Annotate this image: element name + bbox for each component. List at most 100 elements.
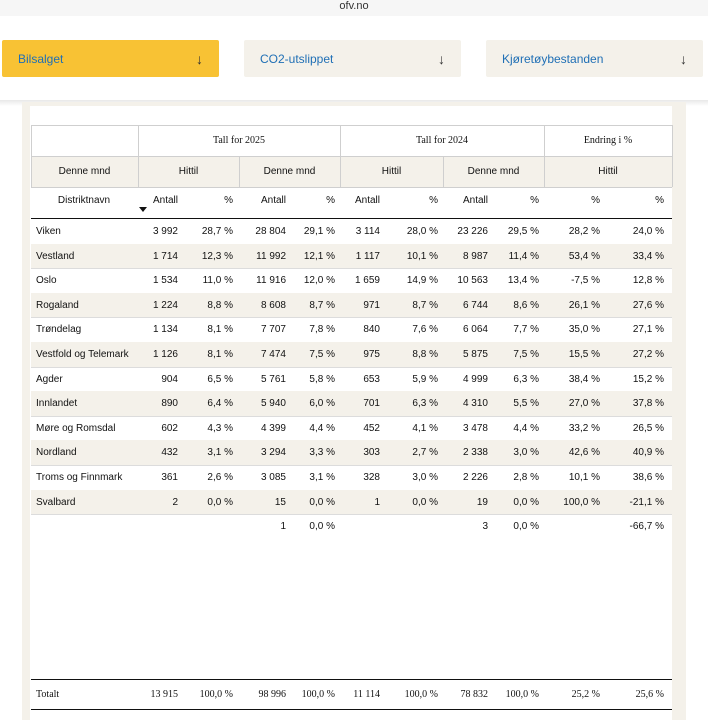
table-cell: 42,6 % (568, 447, 600, 459)
total-cell: 100,0 % (199, 689, 233, 700)
table-cell: 4 399 (260, 422, 286, 434)
browser-url-bar[interactable]: ofv.no (0, 0, 708, 16)
tab-label: Kjøretøybestanden (502, 51, 604, 66)
table-cell: 5 875 (462, 349, 488, 360)
table-cell: 1 (280, 521, 286, 533)
table-cell: 361 (161, 472, 178, 483)
column-header[interactable]: % (224, 195, 233, 206)
table-cell: 29,5 % (507, 226, 539, 237)
tab-bar: Bilsalget ↓ CO2-utslippet ↓ Kjøretøybest… (0, 16, 708, 102)
table-cell: 24,0 % (632, 226, 664, 237)
table-cell: 975 (363, 349, 380, 360)
row-border (31, 514, 672, 515)
tab-bilsalget[interactable]: Bilsalget ↓ (2, 40, 219, 77)
sort-descending-icon[interactable] (139, 207, 147, 212)
column-header[interactable]: Antall (260, 195, 286, 206)
column-header-border (31, 218, 672, 219)
row-border (31, 416, 672, 417)
table-cell: 2,7 % (412, 447, 438, 459)
column-header[interactable]: % (429, 195, 438, 206)
table-cell: 1 134 (152, 324, 178, 336)
column-header[interactable]: % (530, 195, 539, 206)
table-cell: 12,3 % (201, 250, 233, 262)
table-cell: 13,4 % (507, 275, 539, 287)
table-cell: 4,3 % (207, 422, 233, 434)
total-cell: 100,0 % (404, 689, 438, 700)
table-cell: 452 (363, 422, 380, 434)
group-header-border (31, 156, 672, 157)
table-cell: 8,7 % (412, 299, 438, 311)
table-cell: 7,6 % (412, 324, 438, 336)
table-row-district: Oslo (36, 275, 57, 287)
table-cell: 7 474 (260, 349, 286, 360)
table-cell: 5 761 (260, 373, 286, 385)
table-cell: 11 992 (256, 250, 286, 262)
table-cell: 15,5 % (568, 349, 600, 360)
sub-separator (239, 156, 240, 187)
table-cell: 1 659 (354, 275, 380, 287)
table-row-district: Agder (36, 373, 63, 385)
table-cell: 10,1 % (568, 472, 600, 483)
table-cell: 2,8 % (513, 472, 539, 483)
row-shade (31, 243, 672, 269)
column-header[interactable]: % (326, 195, 335, 206)
table-cell: 4,1 % (412, 422, 438, 434)
column-header[interactable]: Antall (152, 195, 178, 206)
table-cell: 3 478 (462, 422, 488, 434)
column-header[interactable]: % (655, 195, 664, 206)
table-cell: 5,9 % (412, 373, 438, 385)
table-cell: 12,1 % (303, 250, 335, 262)
table-row-district: Troms og Finnmark (36, 472, 123, 483)
total-cell: 100,0 % (301, 689, 335, 700)
table-cell: 6,3 % (513, 373, 539, 385)
table-cell: 0,0 % (513, 496, 539, 508)
statistics-card: Tall for 2025 Tall for 2024 Endring i % Den… (30, 106, 673, 720)
table-cell: 23 226 (457, 226, 488, 237)
column-header[interactable]: Antall (462, 195, 488, 206)
tab-kjoretoybestanden[interactable]: Kjøretøybestanden ↓ (486, 40, 703, 77)
sub-header-border (31, 187, 672, 188)
table-cell: -66,7 % (629, 521, 664, 533)
column-header[interactable]: % (591, 195, 600, 206)
total-top-border (31, 679, 672, 680)
table-row-district: Rogaland (36, 299, 79, 311)
column-header[interactable]: Antall (354, 195, 380, 206)
table-cell: 840 (363, 324, 380, 336)
sub-header: Hittil (381, 166, 402, 177)
table-cell: 6,3 % (412, 398, 438, 410)
sub-header: Denne mnd (263, 166, 316, 177)
table-cell: 890 (161, 398, 178, 410)
table-cell: 28 804 (255, 226, 286, 237)
table-cell: 27,0 % (568, 398, 600, 410)
tab-label: Bilsalget (18, 51, 64, 66)
table-cell: 7,7 % (513, 324, 539, 336)
table-cell: 3 294 (260, 447, 286, 459)
table-cell: 2,6 % (207, 472, 233, 483)
arrow-down-icon: ↓ (196, 50, 203, 67)
row-shade (31, 342, 672, 367)
table-cell: 10,1 % (406, 250, 438, 262)
row-shade (31, 292, 672, 318)
row-shade (31, 489, 672, 515)
total-cell: 13 915 (150, 689, 179, 700)
tab-label: CO2-utslippet (260, 51, 334, 66)
row-border (31, 268, 672, 269)
arrow-down-icon: ↓ (680, 50, 687, 67)
table-cell: 3 114 (355, 226, 380, 237)
table-cell: 0,0 % (309, 496, 335, 508)
total-cell: 100,0 % (505, 689, 539, 700)
sub-separator (138, 156, 139, 187)
column-header-district[interactable]: Distriktnavn (57, 195, 111, 206)
table-cell: 11,4 % (508, 250, 539, 262)
table-cell: 1 117 (355, 250, 380, 262)
left-border (31, 125, 32, 187)
table-cell: 33,2 % (568, 422, 600, 434)
table-cell: 27,6 % (632, 299, 664, 311)
district-table: Tall for 2025 Tall for 2024 Endring i % Den… (30, 106, 673, 720)
group-header: Endring i % (583, 135, 633, 146)
tab-co2-utslippet[interactable]: CO2-utslippet ↓ (244, 40, 461, 77)
table-row-district: Trøndelag (36, 324, 82, 336)
sub-header: Hittil (598, 166, 618, 177)
row-border (31, 465, 672, 466)
table-cell: 12,8 % (632, 275, 664, 287)
